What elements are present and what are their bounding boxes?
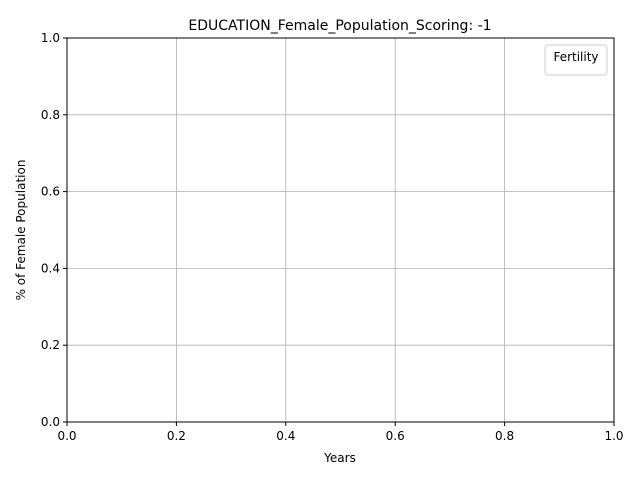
x-axis-label: Years: [323, 451, 356, 465]
x-tick-label: 1.0: [604, 429, 623, 443]
x-tick-label: 0.4: [276, 429, 295, 443]
y-axis: 0.0 0.2 0.4 0.6 0.8 1.0: [41, 31, 67, 429]
y-tick-label: 1.0: [41, 31, 60, 45]
y-tick-label: 0.8: [41, 108, 60, 122]
x-tick-label: 0.0: [57, 429, 76, 443]
legend: Fertility: [544, 44, 608, 76]
y-axis-label: % of Female Population: [14, 160, 28, 301]
legend-title: Fertility: [553, 50, 598, 64]
y-tick-label: 0.0: [41, 415, 60, 429]
x-tick-label: 0.6: [386, 429, 405, 443]
x-tick-label: 0.8: [495, 429, 514, 443]
y-tick-label: 0.4: [41, 261, 60, 275]
chart-title: EDUCATION_Female_Population_Scoring: -1: [188, 18, 491, 34]
y-tick-label: 0.2: [41, 338, 60, 352]
x-axis: 0.0 0.2 0.4 0.6 0.8 1.0: [57, 422, 624, 443]
y-tick-label: 0.6: [41, 185, 60, 199]
x-tick-label: 0.2: [167, 429, 186, 443]
plot-frame: [66, 37, 615, 423]
legend-box: [544, 44, 608, 76]
